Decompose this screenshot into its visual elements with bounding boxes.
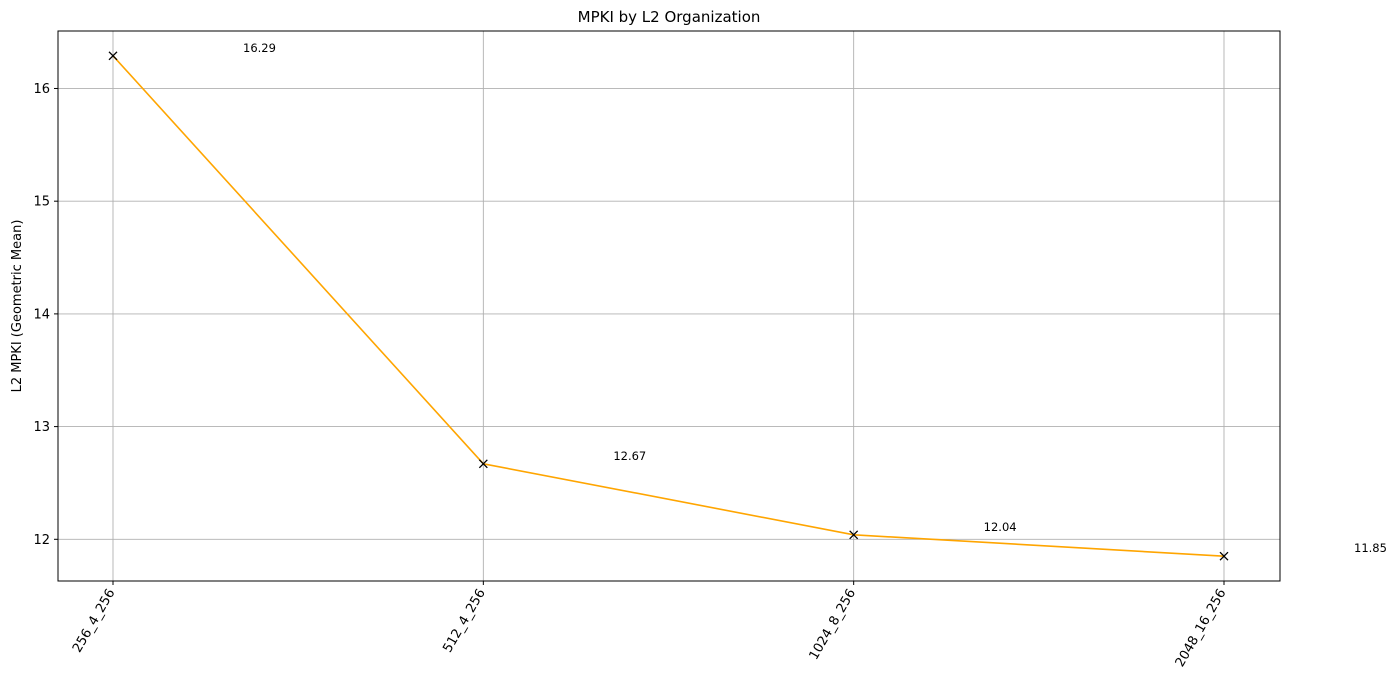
marker-stroke — [108, 51, 118, 61]
plot-frame — [57, 30, 1281, 582]
marker-stroke — [478, 459, 488, 469]
data-label: 12.04 — [984, 520, 1017, 534]
y-axis-label: L2 MPKI (Geometric Mean) — [10, 220, 25, 393]
y-tick-label: 12 — [33, 533, 50, 548]
chart-title: MPKI by L2 Organization — [578, 8, 761, 26]
grid-lines — [58, 31, 1280, 581]
y-tick-label: 15 — [33, 195, 50, 210]
y-tick-label: 13 — [33, 420, 50, 435]
data-label: 11.85 — [1354, 541, 1387, 555]
marker-stroke — [849, 530, 859, 540]
y-tick-label: 14 — [33, 307, 50, 322]
series-layer: 16.29 12.67 12.04 11.85 — [108, 41, 1387, 561]
y-tick-label: 16 — [33, 82, 50, 97]
data-label: 12.67 — [613, 449, 646, 463]
data-point-marker — [108, 51, 118, 61]
marker-stroke — [1219, 551, 1229, 561]
x-tick-label: 1024_8_256 — [807, 587, 860, 663]
x-tick-label: 2048_16_256 — [1173, 587, 1230, 670]
axis-ticks: 12 13 14 15 16 256_4_256 512_4_256 1024_8_256 20… — [33, 82, 1229, 670]
x-tick-label: 256_4_256 — [70, 587, 118, 656]
x-tick-label: 512_4_256 — [440, 587, 488, 656]
data-point-marker — [478, 459, 488, 469]
data-point-marker — [1219, 551, 1229, 561]
data-label: 16.29 — [243, 41, 276, 55]
data-point-marker — [849, 530, 859, 540]
series-line — [112, 55, 1225, 558]
